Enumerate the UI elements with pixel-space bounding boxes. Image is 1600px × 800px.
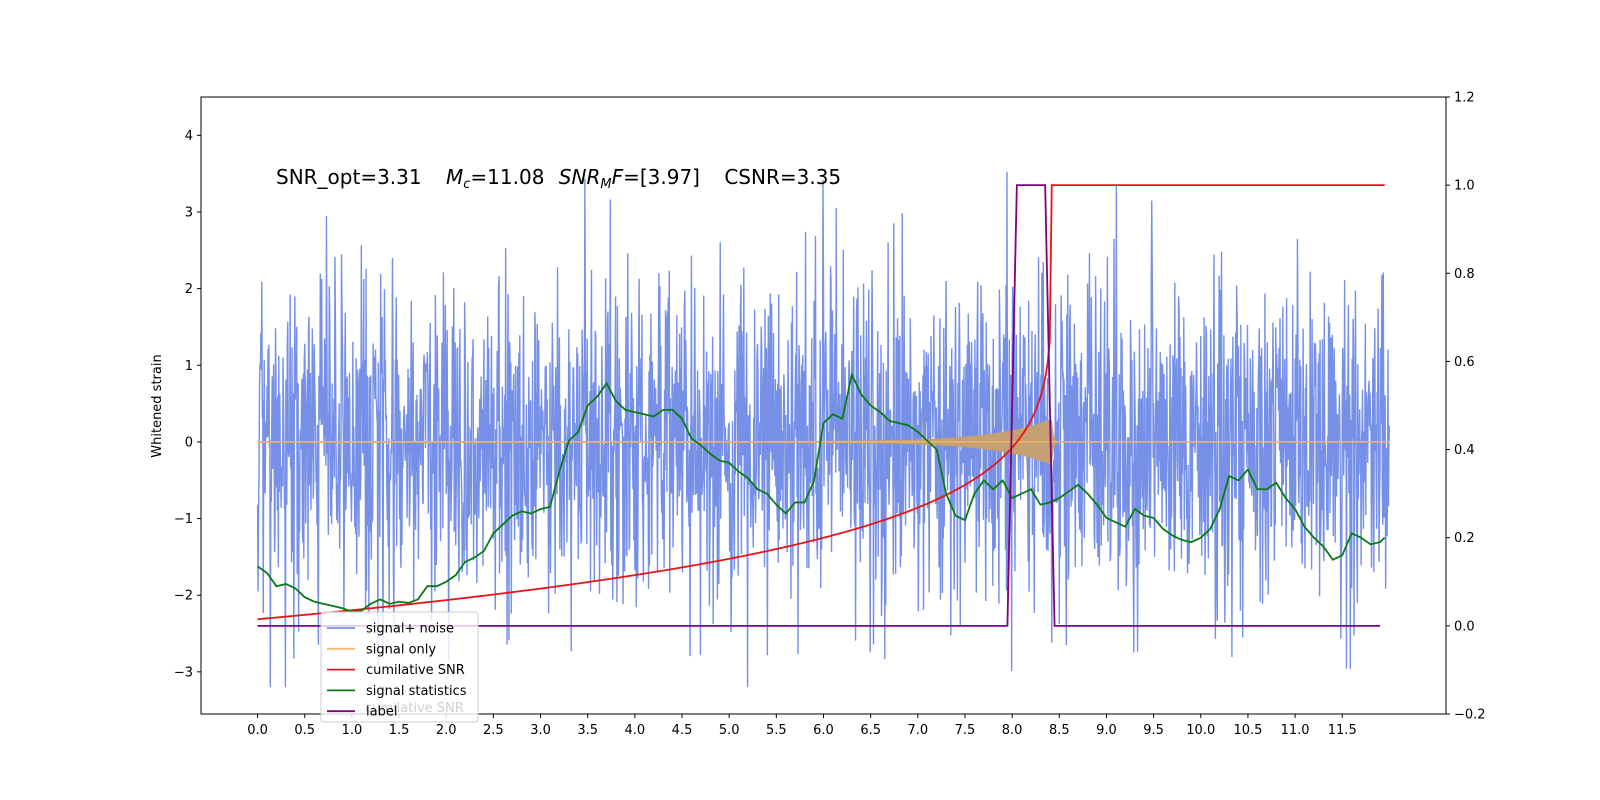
y2-tick-label: 0.8: [1454, 267, 1475, 282]
x-tick-label: 3.5: [577, 723, 598, 738]
x-tick-label: 5.5: [766, 723, 787, 738]
y2-tick-label: 0.2: [1454, 531, 1475, 546]
x-tick-label: 5.0: [719, 723, 740, 738]
metrics-annotation: SNR_opt=3.31 Mc=11.08 SNRMF=[3.97] CSNR=…: [276, 165, 841, 192]
mc-subscript: c: [463, 177, 470, 192]
snr-opt-text: SNR_opt=3.31: [276, 165, 422, 189]
x-tick-label: 8.5: [1049, 723, 1070, 738]
x-tick-label: 11.5: [1328, 723, 1357, 738]
y-tick-label: −1: [174, 512, 193, 527]
cumilative-snr-line: [257, 184, 1385, 621]
y2-tick-label: −0.2: [1454, 708, 1486, 723]
y-axis-ticks: −3 −2 −1 0 1 2 3 4: [174, 129, 201, 680]
y2-tick-label: 0.0: [1454, 619, 1475, 634]
x-tick-label: 8.0: [1002, 723, 1023, 738]
legend-label: label: [366, 705, 397, 720]
y2-tick-label: 0.4: [1454, 443, 1475, 458]
mc-value: =11.08: [470, 165, 544, 189]
x-tick-label: 4.5: [672, 723, 693, 738]
y-tick-label: 0: [185, 435, 193, 450]
x-tick-label: 10.0: [1186, 723, 1215, 738]
snrmf-subscript: M: [600, 177, 611, 192]
y2-tick-label: 1.2: [1454, 91, 1475, 106]
x-tick-label: 2.0: [436, 723, 457, 738]
y-tick-label: −2: [174, 589, 193, 604]
legend-label: signal only: [366, 642, 436, 657]
y2-tick-label: 0.6: [1454, 355, 1475, 370]
legend-ghost-text: cumilative SNR: [365, 701, 464, 716]
signal-plus-noise-line: [256, 171, 1391, 688]
legend-label: signal+ noise: [366, 622, 454, 637]
legend-box: [320, 611, 479, 723]
signal-statistics-line: [257, 371, 1386, 613]
y-tick-label: −3: [174, 665, 193, 680]
x-tick-label: 0.5: [294, 723, 315, 738]
x-tick-label: 11.0: [1281, 723, 1310, 738]
x-tick-label: 1.5: [389, 723, 410, 738]
x-tick-label: 7.5: [955, 723, 976, 738]
x-tick-label: 4.0: [625, 723, 646, 738]
mc-symbol: M: [446, 165, 463, 189]
y-tick-label: 3: [185, 205, 193, 220]
x-tick-label: 2.5: [483, 723, 504, 738]
csnr-text: CSNR=3.35: [724, 165, 841, 189]
x-tick-label: 6.0: [813, 723, 834, 738]
label-line: [257, 184, 1380, 627]
x-axis-ticks: 0.0 0.5 1.0 1.5 2.0 2.5 3.0 3.5 4.0 4.5 5.0 5.5 6.0 6…: [247, 714, 1357, 738]
x-tick-label: 9.0: [1096, 723, 1117, 738]
snrmf-value: =[3.97]: [623, 165, 700, 189]
y-tick-label: 4: [185, 129, 193, 144]
y-tick-label: 1: [185, 359, 193, 374]
x-tick-label: 1.0: [342, 723, 363, 738]
y-tick-label: 2: [185, 282, 193, 297]
legend-label: cumilative SNR: [366, 663, 465, 678]
snrmf-symbol: SNR: [559, 165, 601, 189]
y2-tick-label: 1.0: [1454, 179, 1475, 194]
legend: cumilative SNR signal+ noise signal only c…: [320, 611, 479, 723]
x-tick-label: 7.0: [907, 723, 928, 738]
x-tick-label: 3.0: [530, 723, 551, 738]
legend-label: signal statistics: [366, 684, 467, 699]
x-tick-label: 6.5: [860, 723, 881, 738]
snrmf-symbol-f: F: [612, 165, 624, 189]
y-axis-label: Whitened strain: [150, 354, 165, 457]
y2-axis-ticks: −0.2 0.0 0.2 0.4 0.6 0.8 1.0 1.2: [1446, 91, 1486, 723]
x-tick-label: 9.5: [1143, 723, 1164, 738]
x-tick-label: 10.5: [1233, 723, 1262, 738]
x-tick-label: 0.0: [247, 723, 268, 738]
